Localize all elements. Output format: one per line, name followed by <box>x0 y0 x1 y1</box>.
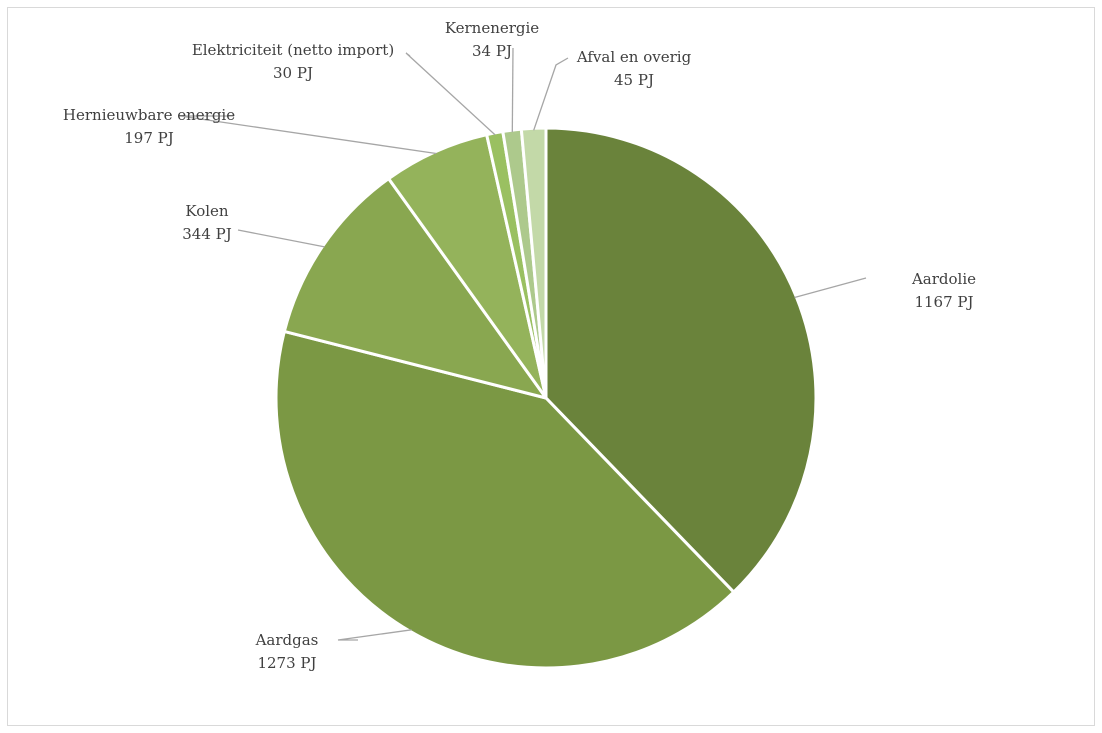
leader-line-afval-en-overig <box>533 57 569 131</box>
leader-line-kernenergie <box>511 47 514 133</box>
label-hernieuwbare-energie-name: Hernieuwbare energie <box>63 106 235 124</box>
label-hernieuwbare-energie-value: 197 PJ <box>124 129 174 147</box>
label-kolen-value: 344 PJ <box>182 225 232 243</box>
label-kolen-name: Kolen <box>185 202 229 220</box>
label-afval-en-overig-name: Afval en overig <box>576 48 692 66</box>
pie-chart: Aardolie 1167 PJ Aardgas 1273 PJ Kolen 3… <box>63 19 976 672</box>
pie-slice-afval-en-overig <box>519 126 548 400</box>
label-aardgas-name: Aardgas <box>255 631 319 649</box>
pie-slice-kolen <box>282 177 548 400</box>
label-afval-en-overig-value: 45 PJ <box>614 71 654 89</box>
label-elektriciteit-value: 30 PJ <box>273 64 313 82</box>
leader-line-hernieuwbare-energie <box>179 115 437 155</box>
label-kernenergie-name: Kernenergie <box>445 19 539 37</box>
pie-slice-aardgas <box>274 329 736 670</box>
leader-line-kolen <box>237 229 325 248</box>
label-aardolie-name: Aardolie <box>911 270 976 288</box>
label-aardgas-value: 1273 PJ <box>257 654 316 672</box>
label-aardolie-value: 1167 PJ <box>914 293 973 311</box>
leader-line-elektriciteit-netto-import <box>405 52 496 136</box>
leader-lines <box>179 47 867 641</box>
data-labels: Aardolie 1167 PJ Aardgas 1273 PJ Kolen 3… <box>63 19 976 672</box>
label-elektriciteit-name: Elektriciteit (netto import) <box>192 41 394 59</box>
leader-line-aardgas <box>337 629 412 641</box>
leader-line-aardolie <box>794 277 867 299</box>
label-kernenergie-value: 34 PJ <box>472 42 512 60</box>
pie-slices <box>274 126 818 670</box>
chart-frame: Aardolie 1167 PJ Aardgas 1273 PJ Kolen 3… <box>7 7 1095 726</box>
